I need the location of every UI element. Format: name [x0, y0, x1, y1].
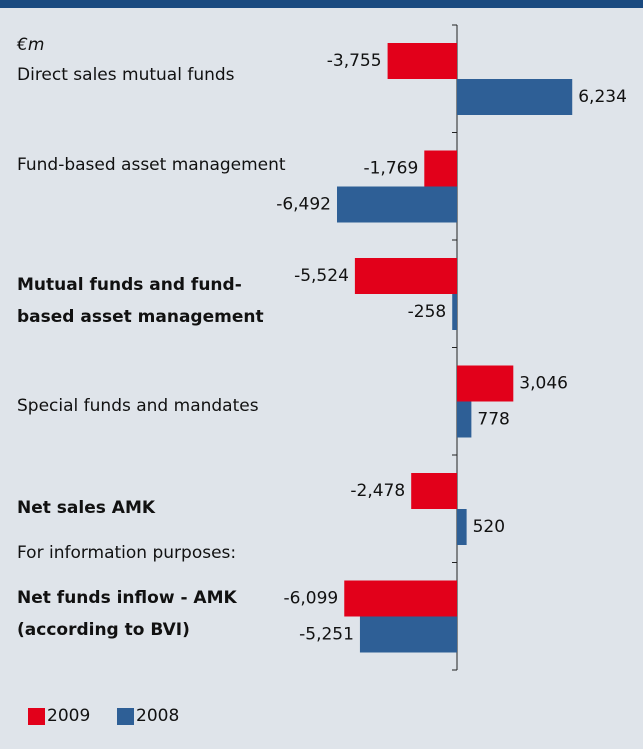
value-label: -5,251 [299, 625, 354, 645]
bar [424, 150, 457, 187]
category-label: based asset management [17, 307, 264, 327]
legend-swatch [28, 708, 45, 725]
category-label: Net funds inflow - AMK [17, 588, 237, 608]
category-label: Net sales AMK [17, 498, 156, 518]
category-label: (according to BVI) [17, 620, 190, 640]
value-label: -6,099 [283, 589, 338, 609]
bar [411, 473, 457, 509]
bar [344, 580, 457, 617]
annotation: For information purposes: [17, 543, 236, 563]
value-label: -3,755 [327, 51, 382, 71]
bar [457, 79, 573, 115]
value-label: 778 [477, 410, 509, 430]
value-label: -2,478 [350, 481, 405, 501]
value-label: 520 [473, 517, 505, 537]
value-label: 6,234 [578, 87, 627, 107]
bar [457, 509, 467, 545]
legend-label: 2009 [47, 706, 90, 726]
bar [354, 258, 457, 294]
bar [359, 616, 457, 653]
bar [452, 294, 457, 330]
legend-label: 2008 [136, 706, 179, 726]
category-label: Direct sales mutual funds [17, 65, 235, 85]
bar [457, 401, 472, 438]
category-label: Fund-based asset management [17, 155, 286, 175]
value-label: -258 [408, 302, 447, 322]
unit-label: €m [16, 35, 44, 55]
value-label: -6,492 [276, 195, 331, 215]
top-band [0, 0, 643, 8]
category-label: Special funds and mandates [17, 396, 259, 416]
value-label: -1,769 [363, 159, 418, 179]
value-label: 3,046 [519, 374, 568, 394]
legend-swatch [117, 708, 134, 725]
value-label: -5,524 [294, 266, 349, 286]
bar [457, 365, 514, 402]
bar [337, 186, 457, 223]
bar [387, 43, 457, 79]
category-label: Mutual funds and fund- [17, 275, 242, 295]
